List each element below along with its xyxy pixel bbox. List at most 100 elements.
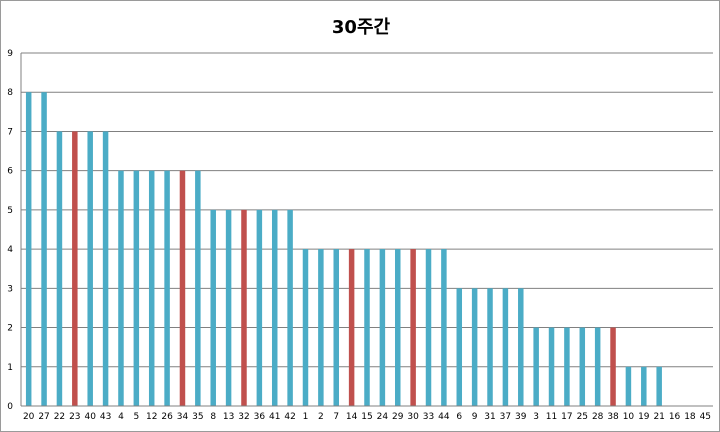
x-tick-label: 45 [700,412,711,422]
bar-30 [410,249,416,406]
bar-9 [471,288,478,406]
x-tick-label: 41 [269,412,280,422]
bar-12 [148,170,155,406]
bar-20 [25,92,32,406]
x-tick-label: 38 [607,412,619,422]
bar-36 [256,209,263,406]
x-tick-label: 6 [456,412,462,422]
x-tick-label: 10 [623,412,635,422]
bar-38 [610,327,616,406]
x-tick-label: 22 [54,412,65,422]
x-tick-label: 9 [472,412,478,422]
bar-42 [287,209,293,406]
bar-10 [625,366,632,406]
bar-22 [56,131,63,406]
x-tick-label: 19 [638,412,650,422]
bar-14 [348,249,355,406]
bar-39 [518,288,524,406]
x-tick-label: 33 [423,412,434,422]
y-tick-label: 9 [7,49,13,59]
x-tick-label: 31 [484,412,495,422]
x-tick-label: 28 [592,412,604,422]
x-tick-label: 2 [318,412,324,422]
x-tick-label: 42 [284,412,295,422]
bar-15 [364,249,370,406]
x-tick-label: 11 [546,412,557,422]
x-tick-label: 37 [500,412,511,422]
bar-4 [118,170,124,406]
y-tick-label: 6 [7,167,13,177]
x-tick-label: 20 [23,412,35,422]
x-tick-label: 23 [69,412,80,422]
y-tick-label: 1 [7,363,13,373]
bar-33 [425,249,432,406]
x-tick-label: 39 [515,412,527,422]
bar-44 [441,249,447,406]
bar-43 [102,131,109,406]
x-tick-label: 14 [346,412,358,422]
y-tick-label: 5 [7,206,13,216]
bar-6 [456,288,463,406]
y-tick-label: 7 [7,127,13,137]
bar-5 [133,170,140,406]
bar-11 [548,327,555,406]
x-tick-label: 15 [361,412,372,422]
x-tick-label: 16 [669,412,681,422]
x-tick-label: 21 [653,412,664,422]
x-tick-label: 3 [533,412,539,422]
chart-title: 30주간 [331,17,391,38]
y-tick-label: 8 [7,88,13,98]
bar-7 [333,249,339,406]
x-tick-label: 40 [84,412,96,422]
bar-2 [318,249,324,406]
bar-8 [210,209,216,406]
bar-28 [594,327,601,406]
bar-23 [72,131,78,406]
bar-19 [641,366,647,406]
x-tick-label: 13 [223,412,234,422]
y-tick-label: 4 [7,245,13,255]
x-tick-label: 4 [118,412,124,422]
bar-25 [579,327,586,406]
bar-26 [164,170,170,406]
x-tick-label: 24 [377,412,389,422]
x-tick-label: 5 [133,412,139,422]
x-tick-label: 18 [684,412,696,422]
x-tick-label: 12 [146,412,157,422]
bar-24 [379,249,386,406]
bar-40 [87,131,93,406]
x-tick-label: 30 [407,412,419,422]
bar-27 [41,92,47,406]
bar-29 [395,249,401,406]
x-tick-label: 1 [303,412,309,422]
x-tick-label: 43 [100,412,111,422]
x-tick-label: 29 [392,412,404,422]
x-tick-label: 36 [254,412,266,422]
bar-1 [302,249,309,406]
x-tick-label: 25 [577,412,588,422]
x-tick-label: 27 [38,412,49,422]
bar-3 [533,327,539,406]
x-tick-label: 8 [210,412,216,422]
bar-35 [195,170,201,406]
y-tick-label: 3 [7,284,13,294]
x-tick-label: 17 [561,412,572,422]
x-tick-label: 26 [161,412,173,422]
bar-13 [225,209,232,406]
y-tick-label: 2 [7,324,13,334]
bar-41 [271,209,278,406]
y-tick-label: 0 [7,402,13,412]
bar-21 [656,366,662,406]
bar-37 [502,288,509,406]
x-tick-label: 44 [438,412,450,422]
x-tick-label: 7 [333,412,339,422]
x-tick-label: 34 [177,412,189,422]
bar-17 [564,327,570,406]
bar-32 [241,209,247,406]
bar-34 [179,170,186,406]
bar-31 [487,288,493,406]
x-tick-label: 35 [192,412,203,422]
x-tick-label: 32 [238,412,249,422]
